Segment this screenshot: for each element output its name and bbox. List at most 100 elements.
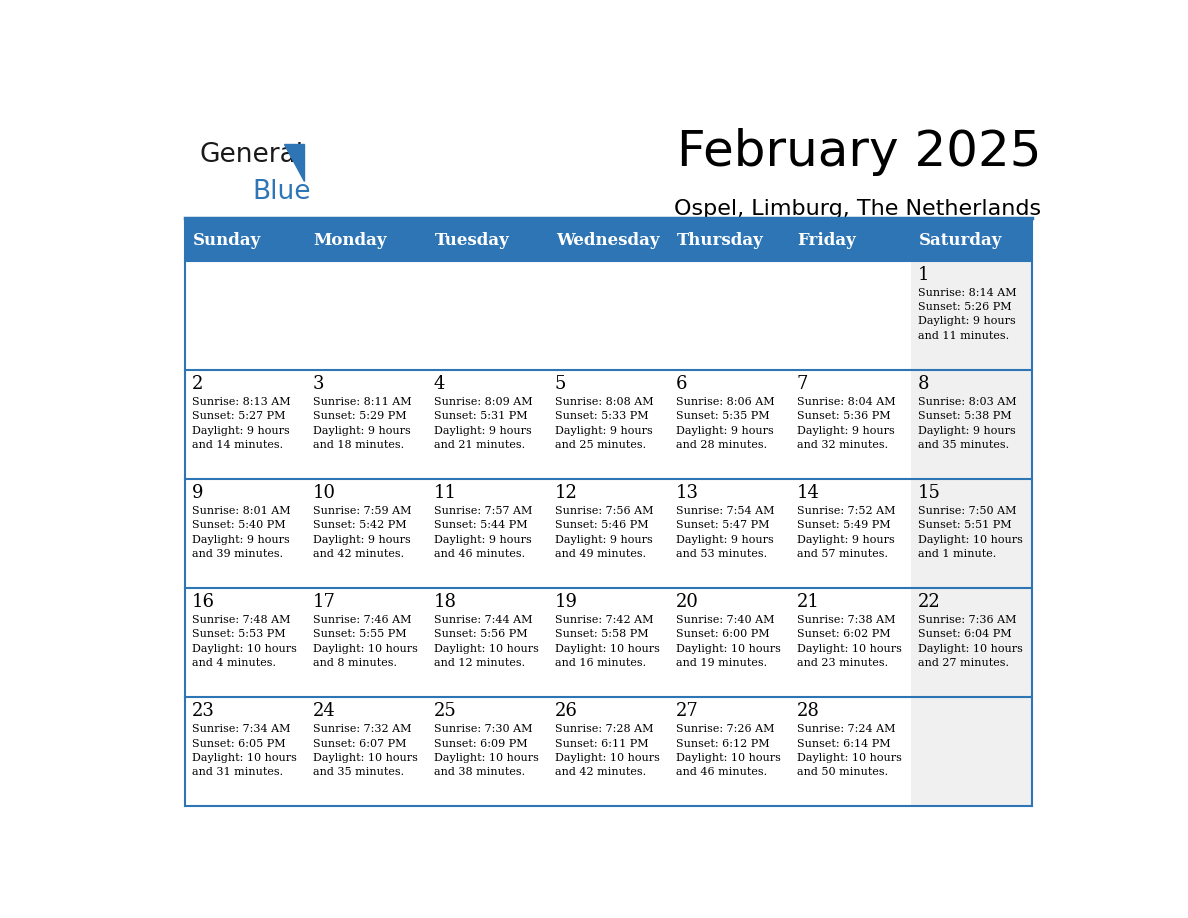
Text: Sunrise: 8:14 AM
Sunset: 5:26 PM
Daylight: 9 hours
and 11 minutes.: Sunrise: 8:14 AM Sunset: 5:26 PM Dayligh…	[918, 287, 1017, 341]
Bar	[307, 588, 428, 698]
Text: 2: 2	[191, 375, 203, 393]
Text: Sunrise: 7:32 AM
Sunset: 6:07 PM
Daylight: 10 hours
and 35 minutes.: Sunrise: 7:32 AM Sunset: 6:07 PM Dayligh…	[312, 724, 418, 778]
Text: 28: 28	[797, 702, 820, 721]
Text: 13: 13	[676, 484, 699, 502]
Text: Sunrise: 7:59 AM
Sunset: 5:42 PM
Daylight: 9 hours
and 42 minutes.: Sunrise: 7:59 AM Sunset: 5:42 PM Dayligh…	[312, 506, 411, 559]
Text: Sunrise: 7:36 AM
Sunset: 6:04 PM
Daylight: 10 hours
and 27 minutes.: Sunrise: 7:36 AM Sunset: 6:04 PM Dayligh…	[918, 615, 1023, 668]
Bar	[307, 261, 428, 370]
Text: 11: 11	[434, 484, 456, 502]
Text: Sunrise: 7:50 AM
Sunset: 5:51 PM
Daylight: 10 hours
and 1 minute.: Sunrise: 7:50 AM Sunset: 5:51 PM Dayligh…	[918, 506, 1023, 559]
Bar	[307, 698, 428, 806]
Text: Sunrise: 7:44 AM
Sunset: 5:56 PM
Daylight: 10 hours
and 12 minutes.: Sunrise: 7:44 AM Sunset: 5:56 PM Dayligh…	[434, 615, 538, 668]
Text: Sunrise: 8:06 AM
Sunset: 5:35 PM
Daylight: 9 hours
and 28 minutes.: Sunrise: 8:06 AM Sunset: 5:35 PM Dayligh…	[676, 397, 775, 450]
Bar	[790, 370, 911, 479]
Text: Wednesday: Wednesday	[556, 231, 659, 249]
Bar	[911, 370, 1032, 479]
Text: 12: 12	[555, 484, 577, 502]
Text: 17: 17	[312, 593, 336, 611]
Bar	[549, 479, 669, 588]
Text: 19: 19	[555, 593, 577, 611]
Text: 8: 8	[918, 375, 929, 393]
Bar	[911, 588, 1032, 698]
Text: 10: 10	[312, 484, 336, 502]
Text: Sunday: Sunday	[192, 231, 261, 249]
Text: 26: 26	[555, 702, 577, 721]
Text: Sunrise: 8:09 AM
Sunset: 5:31 PM
Daylight: 9 hours
and 21 minutes.: Sunrise: 8:09 AM Sunset: 5:31 PM Dayligh…	[434, 397, 532, 450]
Text: 5: 5	[555, 375, 567, 393]
Text: Sunrise: 8:04 AM
Sunset: 5:36 PM
Daylight: 9 hours
and 32 minutes.: Sunrise: 8:04 AM Sunset: 5:36 PM Dayligh…	[797, 397, 896, 450]
Text: 3: 3	[312, 375, 324, 393]
Text: Sunrise: 7:56 AM
Sunset: 5:46 PM
Daylight: 9 hours
and 49 minutes.: Sunrise: 7:56 AM Sunset: 5:46 PM Dayligh…	[555, 506, 653, 559]
Text: Friday: Friday	[797, 231, 857, 249]
Text: Sunrise: 7:54 AM
Sunset: 5:47 PM
Daylight: 9 hours
and 53 minutes.: Sunrise: 7:54 AM Sunset: 5:47 PM Dayligh…	[676, 506, 775, 559]
Text: Sunrise: 8:03 AM
Sunset: 5:38 PM
Daylight: 9 hours
and 35 minutes.: Sunrise: 8:03 AM Sunset: 5:38 PM Dayligh…	[918, 397, 1017, 450]
Bar	[790, 479, 911, 588]
Text: Tuesday: Tuesday	[435, 231, 510, 249]
Bar	[185, 370, 307, 479]
Text: 4: 4	[434, 375, 446, 393]
Bar	[790, 261, 911, 370]
Text: Sunrise: 7:26 AM
Sunset: 6:12 PM
Daylight: 10 hours
and 46 minutes.: Sunrise: 7:26 AM Sunset: 6:12 PM Dayligh…	[676, 724, 781, 778]
Text: Sunrise: 7:34 AM
Sunset: 6:05 PM
Daylight: 10 hours
and 31 minutes.: Sunrise: 7:34 AM Sunset: 6:05 PM Dayligh…	[191, 724, 297, 778]
Bar	[911, 261, 1032, 370]
Text: Sunrise: 8:13 AM
Sunset: 5:27 PM
Daylight: 9 hours
and 14 minutes.: Sunrise: 8:13 AM Sunset: 5:27 PM Dayligh…	[191, 397, 290, 450]
Bar	[790, 588, 911, 698]
Text: Sunrise: 8:08 AM
Sunset: 5:33 PM
Daylight: 9 hours
and 25 minutes.: Sunrise: 8:08 AM Sunset: 5:33 PM Dayligh…	[555, 397, 653, 450]
Bar	[911, 479, 1032, 588]
Text: 27: 27	[676, 702, 699, 721]
Text: Thursday: Thursday	[677, 231, 764, 249]
Bar	[549, 588, 669, 698]
Bar	[307, 370, 428, 479]
Text: Sunrise: 7:38 AM
Sunset: 6:02 PM
Daylight: 10 hours
and 23 minutes.: Sunrise: 7:38 AM Sunset: 6:02 PM Dayligh…	[797, 615, 902, 668]
Text: Blue: Blue	[253, 179, 311, 205]
Bar	[185, 261, 307, 370]
Text: 20: 20	[676, 593, 699, 611]
Text: Saturday: Saturday	[918, 231, 1003, 249]
Text: 18: 18	[434, 593, 456, 611]
Bar	[669, 588, 790, 698]
Text: Monday: Monday	[314, 231, 387, 249]
Text: 1: 1	[918, 265, 929, 284]
Bar	[549, 261, 669, 370]
Text: 16: 16	[191, 593, 215, 611]
Text: Sunrise: 7:46 AM
Sunset: 5:55 PM
Daylight: 10 hours
and 8 minutes.: Sunrise: 7:46 AM Sunset: 5:55 PM Dayligh…	[312, 615, 418, 668]
Bar	[669, 479, 790, 588]
Bar	[185, 219, 1032, 261]
Bar	[549, 698, 669, 806]
Bar	[185, 479, 307, 588]
Bar	[428, 698, 549, 806]
Text: 7: 7	[797, 375, 808, 393]
Text: Sunrise: 7:30 AM
Sunset: 6:09 PM
Daylight: 10 hours
and 38 minutes.: Sunrise: 7:30 AM Sunset: 6:09 PM Dayligh…	[434, 724, 538, 778]
Text: General: General	[200, 142, 303, 168]
Text: 6: 6	[676, 375, 688, 393]
Bar	[669, 261, 790, 370]
Bar	[185, 588, 307, 698]
Bar	[428, 479, 549, 588]
Bar	[669, 698, 790, 806]
Text: Sunrise: 7:28 AM
Sunset: 6:11 PM
Daylight: 10 hours
and 42 minutes.: Sunrise: 7:28 AM Sunset: 6:11 PM Dayligh…	[555, 724, 659, 778]
Text: February 2025: February 2025	[677, 128, 1042, 176]
Text: Sunrise: 7:40 AM
Sunset: 6:00 PM
Daylight: 10 hours
and 19 minutes.: Sunrise: 7:40 AM Sunset: 6:00 PM Dayligh…	[676, 615, 781, 668]
Text: Sunrise: 8:01 AM
Sunset: 5:40 PM
Daylight: 9 hours
and 39 minutes.: Sunrise: 8:01 AM Sunset: 5:40 PM Dayligh…	[191, 506, 290, 559]
Text: 21: 21	[797, 593, 820, 611]
Text: Sunrise: 7:52 AM
Sunset: 5:49 PM
Daylight: 9 hours
and 57 minutes.: Sunrise: 7:52 AM Sunset: 5:49 PM Dayligh…	[797, 506, 896, 559]
Bar	[185, 698, 307, 806]
Text: 23: 23	[191, 702, 215, 721]
Text: Sunrise: 8:11 AM
Sunset: 5:29 PM
Daylight: 9 hours
and 18 minutes.: Sunrise: 8:11 AM Sunset: 5:29 PM Dayligh…	[312, 397, 411, 450]
Text: 25: 25	[434, 702, 456, 721]
Text: Sunrise: 7:57 AM
Sunset: 5:44 PM
Daylight: 9 hours
and 46 minutes.: Sunrise: 7:57 AM Sunset: 5:44 PM Dayligh…	[434, 506, 532, 559]
Bar	[307, 479, 428, 588]
Text: Sunrise: 7:24 AM
Sunset: 6:14 PM
Daylight: 10 hours
and 50 minutes.: Sunrise: 7:24 AM Sunset: 6:14 PM Dayligh…	[797, 724, 902, 778]
Text: Sunrise: 7:42 AM
Sunset: 5:58 PM
Daylight: 10 hours
and 16 minutes.: Sunrise: 7:42 AM Sunset: 5:58 PM Dayligh…	[555, 615, 659, 668]
Text: Ospel, Limburg, The Netherlands: Ospel, Limburg, The Netherlands	[675, 198, 1042, 218]
Polygon shape	[284, 144, 304, 181]
Bar	[428, 588, 549, 698]
Text: 24: 24	[312, 702, 335, 721]
Text: 15: 15	[918, 484, 941, 502]
Text: 14: 14	[797, 484, 820, 502]
Bar	[428, 370, 549, 479]
Bar	[790, 698, 911, 806]
Bar	[911, 698, 1032, 806]
Text: 9: 9	[191, 484, 203, 502]
Text: 22: 22	[918, 593, 941, 611]
